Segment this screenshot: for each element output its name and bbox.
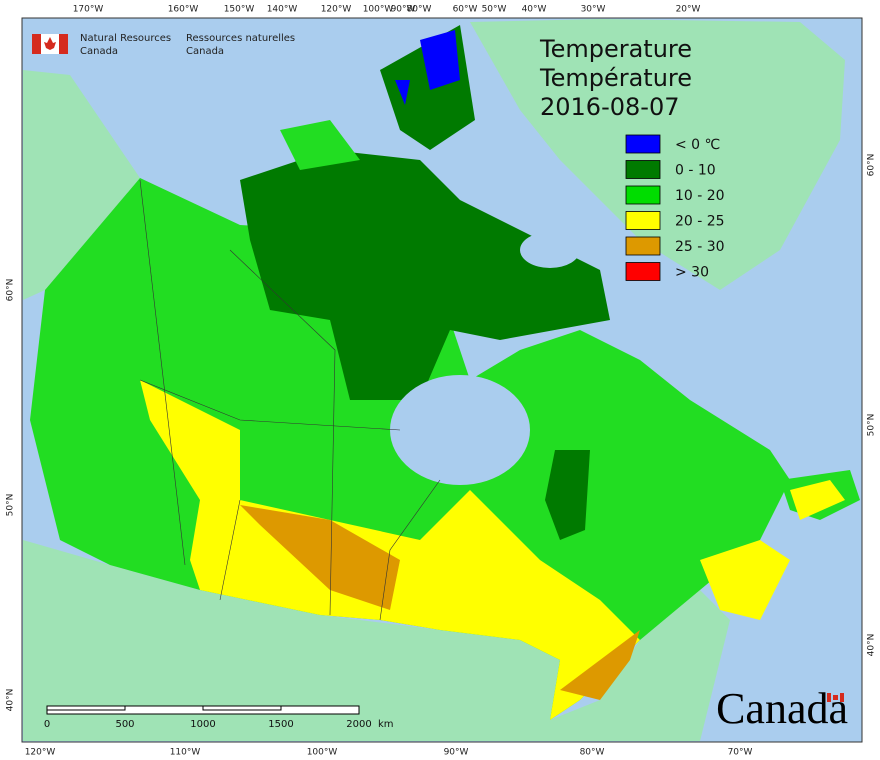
legend-label: 25 - 30 [675,239,725,255]
legend-label: < 0 ℃ [675,137,720,153]
flag-bar [32,34,41,54]
scale-label: 1000 [190,719,215,730]
longitude-label: 100°W [307,748,338,758]
maple-leaf [44,37,56,50]
border [139,179,186,566]
quebec-cool [545,450,590,540]
scale-seg [202,705,282,711]
longitude-label: 100°W [363,5,394,15]
border [379,479,441,621]
latitude-label: 60°N [6,279,16,302]
longitude-label: 160°W [168,5,199,15]
latitude-label: 50°N [867,414,877,437]
latitude-label: 40°N [6,689,16,712]
legend-label: 20 - 25 [675,214,725,230]
nrcan-logo [32,34,68,54]
longitude-label: 80°W [407,5,432,15]
scale-label: 500 [115,719,134,730]
arctic-island [280,120,360,170]
ellesmere-cold [420,30,460,90]
arctic-cool [240,150,610,400]
longitude-label: 60°W [453,5,478,15]
maple-leaf [833,695,838,700]
longitude-label: 30°W [581,5,606,15]
cold-patch [395,80,410,105]
longitude-label: 110°W [170,748,201,758]
longitude-label: 80°W [580,748,605,758]
latitude-label: 60°N [867,154,877,177]
longitude-label: 120°W [321,5,352,15]
longitude-label: 90°W [444,748,469,758]
flag-bar [840,693,844,702]
longitude-label: 170°W [73,5,104,15]
org-name-fr: Canada [186,46,224,57]
wordmark: Canada [716,684,848,733]
map-title: Temperature [539,35,692,63]
map-title: Température [539,64,692,92]
scale-bar [46,705,360,715]
longitude-label: 50°W [482,5,507,15]
border [139,379,401,431]
canada-wordmark [827,693,844,702]
scale-seg [46,705,126,711]
scale-label: 2000 [346,719,371,730]
ontario-hot [560,630,640,700]
border [219,499,241,601]
legend-swatch [625,262,661,281]
longitude-label: 150°W [224,5,255,15]
latitude-label: 50°N [6,494,16,517]
longitude-label: 90°W [391,5,416,15]
hudson-bay [390,375,530,485]
legend-swatch [625,160,661,179]
legend-label: 0 - 10 [675,163,716,179]
map-title: 2016-08-07 [540,93,679,121]
united-states [23,540,730,741]
newfoundland-warm [790,480,845,520]
longitude-label: 70°W [728,748,753,758]
legend-swatch [625,211,661,230]
border [229,249,336,616]
legend-label: 10 - 20 [675,188,725,204]
maritimes-warm [700,540,790,620]
borders [139,179,441,621]
alaska [23,70,140,300]
legend-label: > 30 [675,265,709,281]
org-name-en: Canada [80,46,118,57]
org-name-fr: Ressources naturelles [186,33,295,44]
legend-swatch [625,185,661,205]
longitude-label: 140°W [267,5,298,15]
foxe-basin [520,232,580,268]
scale-label: 1500 [268,719,293,730]
flag-bar [59,34,68,54]
scale-unit: km [378,719,394,730]
scale-label: 0 [44,719,50,730]
legend-swatch [625,236,661,256]
longitude-label: 40°W [522,5,547,15]
greenland [470,19,845,290]
legend-swatch [625,134,661,154]
latitude-label: 40°N [867,634,877,657]
flag-bar [827,693,831,702]
prairie-hot [240,505,400,610]
longitude-label: 120°W [25,748,56,758]
longitude-label: 20°W [676,5,701,15]
org-name-en: Natural Resources [80,33,171,44]
